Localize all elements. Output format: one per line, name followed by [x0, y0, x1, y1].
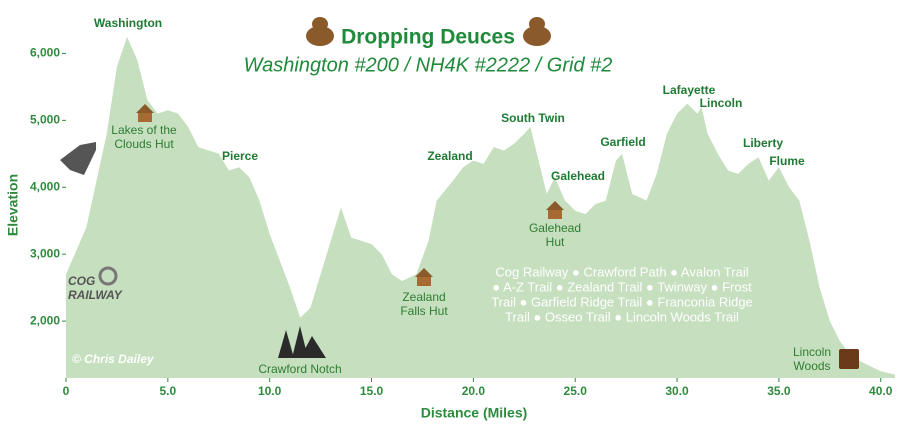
trail-text: Cog Railway ● Crawford Path ● Avalon Tra…: [495, 264, 748, 279]
gear-icon: [98, 266, 118, 286]
place-label: Hut: [546, 235, 565, 249]
peak-label: Liberty: [743, 136, 783, 150]
x-tick-label: 20.0: [462, 384, 486, 398]
trail-text: Trail ● Osseo Trail ● Lincoln Woods Trai…: [505, 309, 739, 324]
peak-label: Pierce: [222, 149, 258, 163]
y-tick-label: 5,000: [30, 113, 60, 127]
y-tick-label: 6,000: [30, 46, 60, 60]
x-tick-label: 5.0: [159, 384, 176, 398]
peak-label: Garfield: [600, 135, 645, 149]
logo-text: RAILWAY: [68, 288, 123, 302]
notch-icon: [278, 326, 326, 358]
peak-label: Lincoln: [700, 96, 743, 110]
x-tick-label: 15.0: [360, 384, 384, 398]
trail-text: Trail ● Garfield Ridge Trail ● Franconia…: [491, 294, 753, 309]
x-tick-label: 25.0: [564, 384, 588, 398]
y-axis-label: Elevation: [5, 174, 21, 236]
hut-icon: [548, 210, 562, 219]
x-tick-label: 0: [63, 384, 70, 398]
chart-subtitle: Washington #200 / NH4K #2222 / Grid #2: [244, 54, 613, 76]
peak-label: South Twin: [501, 111, 565, 125]
chart-title: Dropping Deuces: [341, 26, 515, 49]
place-label: Clouds Hut: [114, 137, 174, 151]
title-icons: [306, 17, 551, 46]
x-tick-label: 30.0: [665, 384, 689, 398]
place-label: Galehead: [529, 221, 581, 235]
peak-label: Lafayette: [663, 83, 716, 97]
x-tick-label: 40.0: [869, 384, 893, 398]
place-label: Woods: [793, 359, 830, 373]
woods-icon: [839, 349, 859, 369]
trail-text: ● A-Z Trail ● Zealand Trail ● Twinway ● …: [492, 279, 752, 294]
train-icon: [60, 142, 96, 175]
peak-label: Washington: [94, 16, 162, 30]
place-label: Lincoln: [793, 345, 831, 359]
y-tick-label: 2,000: [30, 313, 60, 327]
y-tick-label: 3,000: [30, 246, 60, 260]
peak-label: Flume: [769, 154, 805, 168]
place-label: Lakes of the: [111, 123, 177, 137]
y-tick-label: 4,000: [30, 179, 60, 193]
x-axis-label: Distance (Miles): [421, 405, 528, 421]
hut-icon: [546, 201, 564, 210]
elevation-area: [66, 36, 895, 378]
hut-icon: [136, 104, 154, 113]
place-label: Falls Hut: [400, 304, 448, 318]
logo-text: COG: [68, 274, 95, 288]
credit: © Chris Dailey: [72, 352, 155, 366]
hut-icon: [415, 268, 433, 277]
x-tick-label: 10.0: [258, 384, 282, 398]
peak-label: Galehead: [551, 169, 605, 183]
x-tick-label: 35.0: [767, 384, 791, 398]
hut-icon: [138, 113, 152, 122]
place-label: Zealand: [402, 290, 445, 304]
hut-icon: [417, 277, 431, 286]
peak-label: Zealand: [427, 149, 472, 163]
place-label: Crawford Notch: [258, 362, 341, 376]
